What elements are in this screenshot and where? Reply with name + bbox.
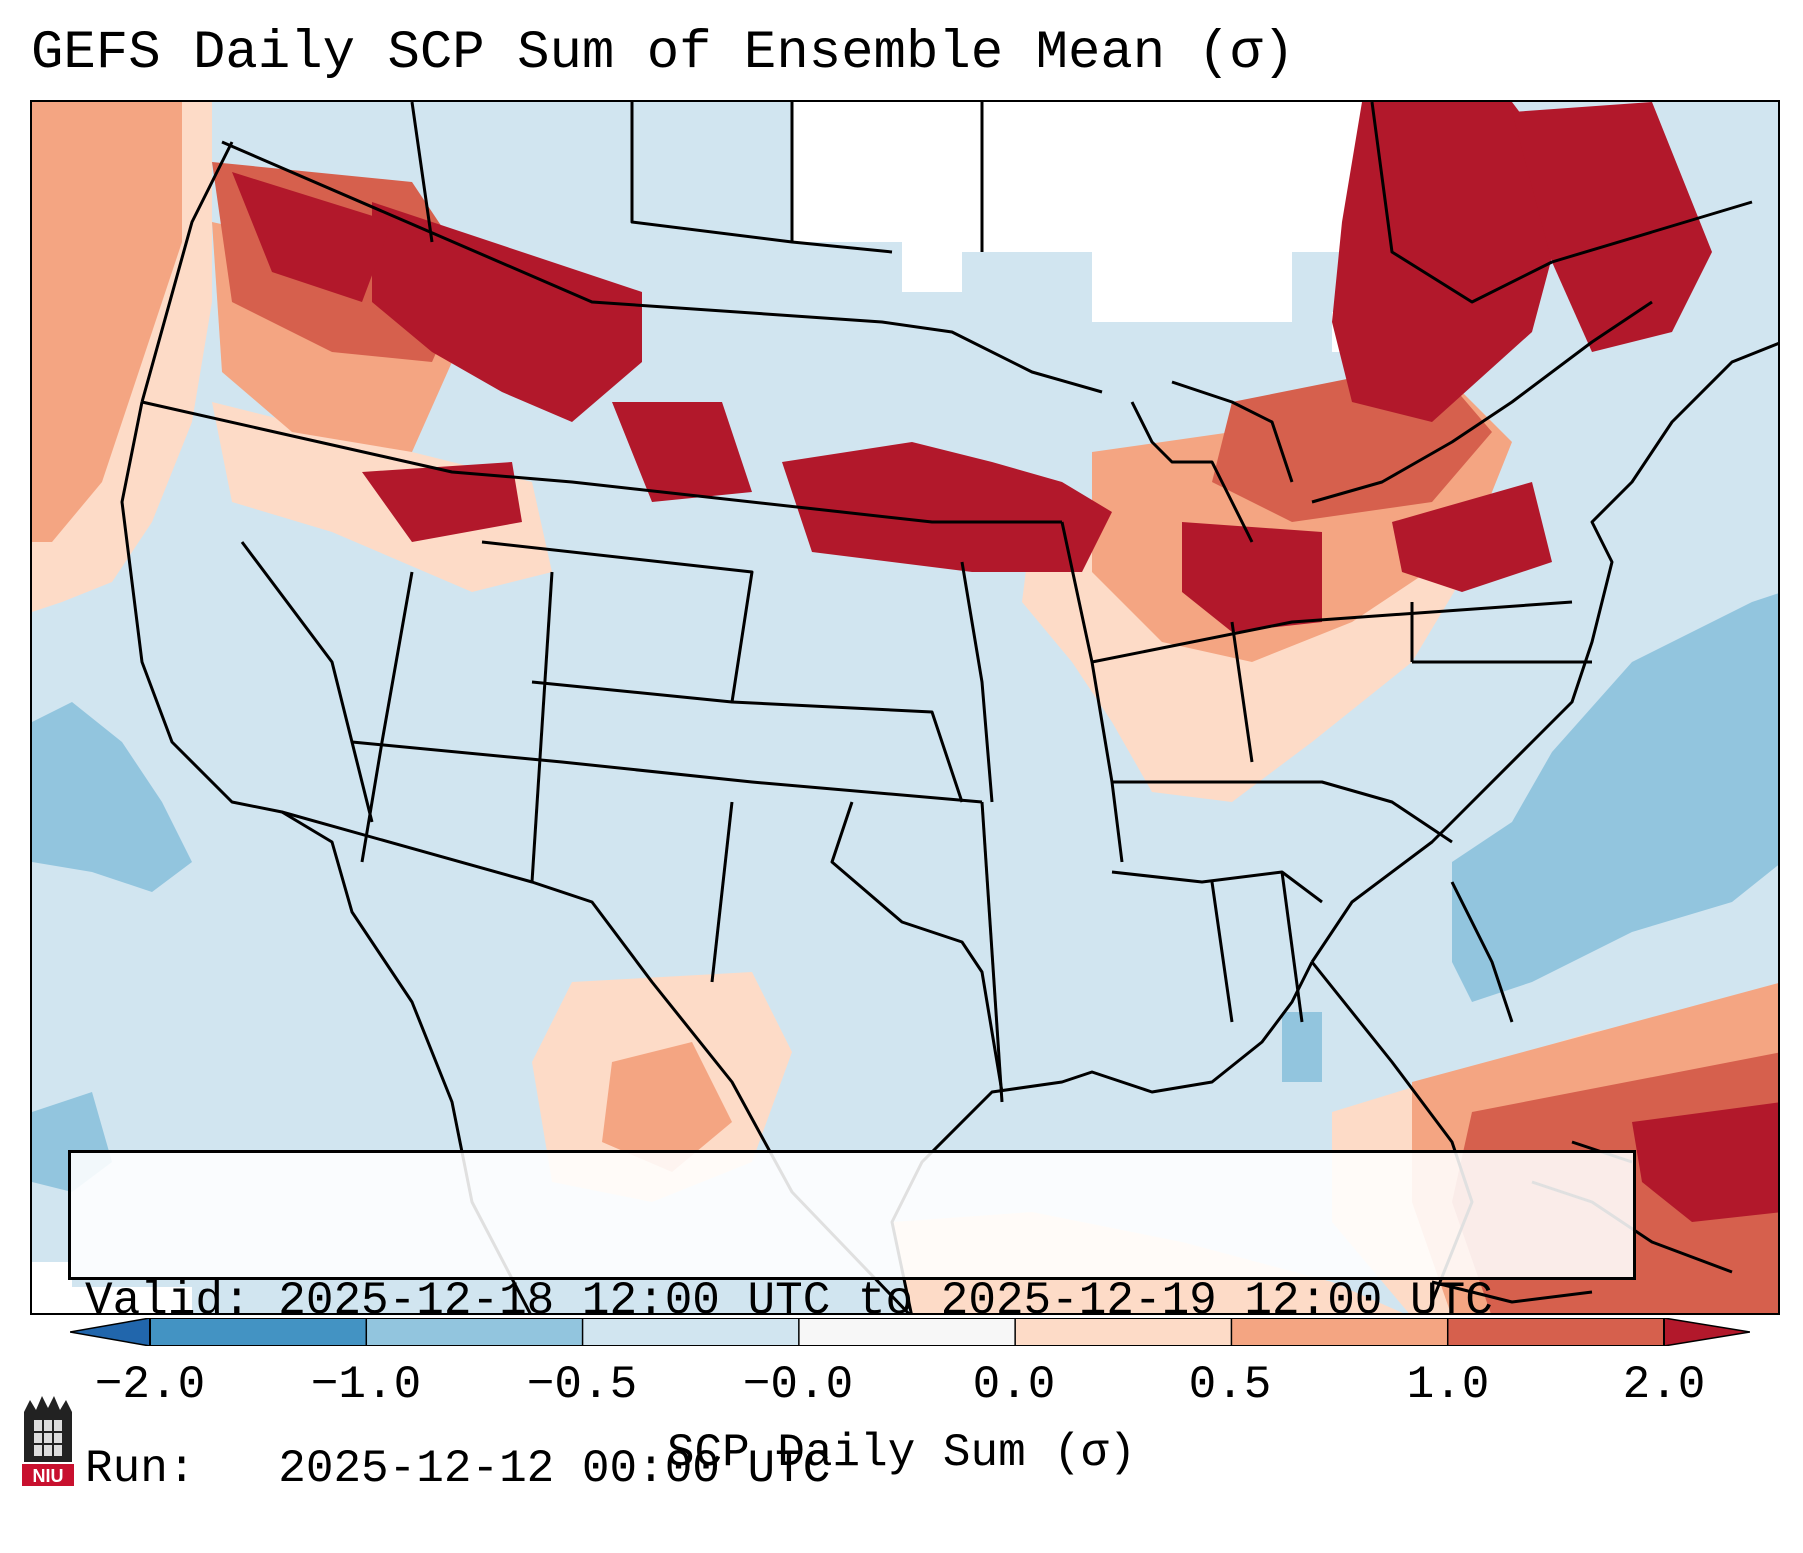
negative-ocean-region: [32, 593, 1778, 1192]
colorbar-segment: [582, 1318, 799, 1346]
colorbar-segment: [366, 1318, 583, 1346]
colorbar-segment: [1447, 1318, 1664, 1346]
colorbar-label: SCP Daily Sum (σ): [666, 1427, 1137, 1479]
colorbar-segment: [1231, 1318, 1448, 1346]
colorbar-tick: 2.0: [1622, 1359, 1706, 1411]
colorbar: [70, 1318, 1750, 1346]
colorbar-extend-high: [1663, 1318, 1750, 1346]
positive-extreme-region: [232, 102, 1778, 1222]
colorbar-frame: [149, 1318, 1665, 1346]
colorbar-extend-low: [70, 1318, 151, 1346]
colorbar-segment: [150, 1318, 367, 1346]
colorbar-tick: −2.0: [94, 1359, 206, 1411]
colorbar-tick: −1.0: [310, 1359, 422, 1411]
colorbar-tick: 1.0: [1406, 1359, 1490, 1411]
colorbar-tick: 0.0: [972, 1359, 1056, 1411]
validity-info-box: Valid: 2025-12-18 12:00 UTC to 2025-12-1…: [68, 1150, 1636, 1495]
colorbar-tick: −0.5: [526, 1359, 638, 1411]
near-zero-region: [32, 102, 1392, 1313]
logo-text: NIU: [33, 1466, 64, 1486]
map-canvas: [32, 102, 1778, 1313]
chart-title: GEFS Daily SCP Sum of Ensemble Mean (σ): [31, 23, 1295, 84]
colorbar-tick: 0.5: [1188, 1359, 1272, 1411]
run-time-text: Run: 2025-12-12 00:00 UTC: [85, 1443, 831, 1495]
colorbar-segment: [1015, 1318, 1232, 1346]
map-panel: [30, 100, 1780, 1315]
boundary-lines: [120, 102, 1778, 1313]
colorbar-tick: −0.0: [742, 1359, 854, 1411]
colorbar-segment: [798, 1318, 1016, 1346]
niu-logo: NIU: [22, 1396, 74, 1486]
